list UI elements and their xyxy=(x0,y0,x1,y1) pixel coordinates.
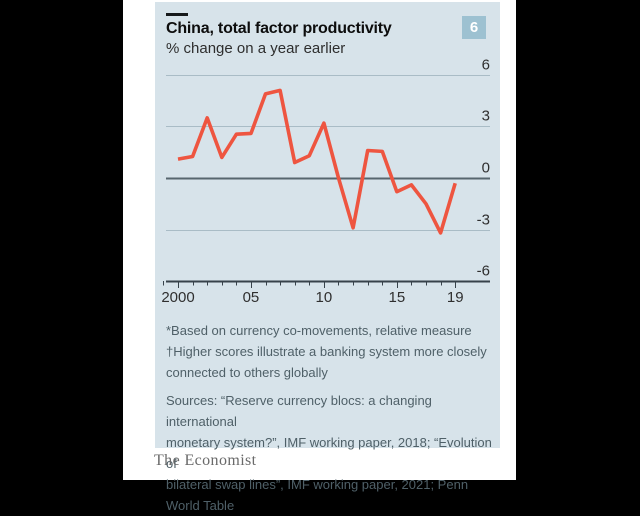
publication-logo: The Economist xyxy=(154,452,257,469)
chart-subtitle: % change on a year earlier xyxy=(166,40,346,57)
x-axis-label: 10 xyxy=(316,289,333,306)
y-axis-label: 0 xyxy=(482,160,490,177)
chart-card: China, total factor productivity % chang… xyxy=(155,2,500,513)
title-rule xyxy=(166,13,188,16)
footnote-line: connected to others globally xyxy=(166,365,328,380)
footnotes: *Based on currency co-movements, relativ… xyxy=(166,320,491,383)
line-chart: 6 3 0 -3 -6 2000 05 10 15 19 xyxy=(155,55,500,307)
footnote-line: *Based on currency co-movements, relativ… xyxy=(166,323,472,338)
source-line: Sources: “Reserve currency blocs: a chan… xyxy=(166,393,432,429)
y-axis-label: 3 xyxy=(482,108,490,125)
tfp-series-line xyxy=(177,88,457,235)
y-axis-label: -3 xyxy=(477,212,490,229)
figure-number-badge: 6 xyxy=(462,16,486,39)
x-axis-label: 15 xyxy=(389,289,406,306)
x-axis-label: 05 xyxy=(243,289,260,306)
chart-title: China, total factor productivity xyxy=(166,20,392,37)
tfp-chart-svg: 6 3 0 -3 -6 2000 05 10 15 19 xyxy=(161,57,490,306)
x-axis-label: 2000 xyxy=(161,289,194,306)
source-line: bilateral swap lines”, IMF working paper… xyxy=(166,477,469,513)
source-line: monetary system?”, IMF working paper, 20… xyxy=(166,435,492,471)
y-axis-label: -6 xyxy=(477,263,490,280)
footnote-line: †Higher scores illustrate a banking syst… xyxy=(166,344,487,359)
x-axis-label: 19 xyxy=(447,289,464,306)
y-axis-label: 6 xyxy=(482,57,490,74)
